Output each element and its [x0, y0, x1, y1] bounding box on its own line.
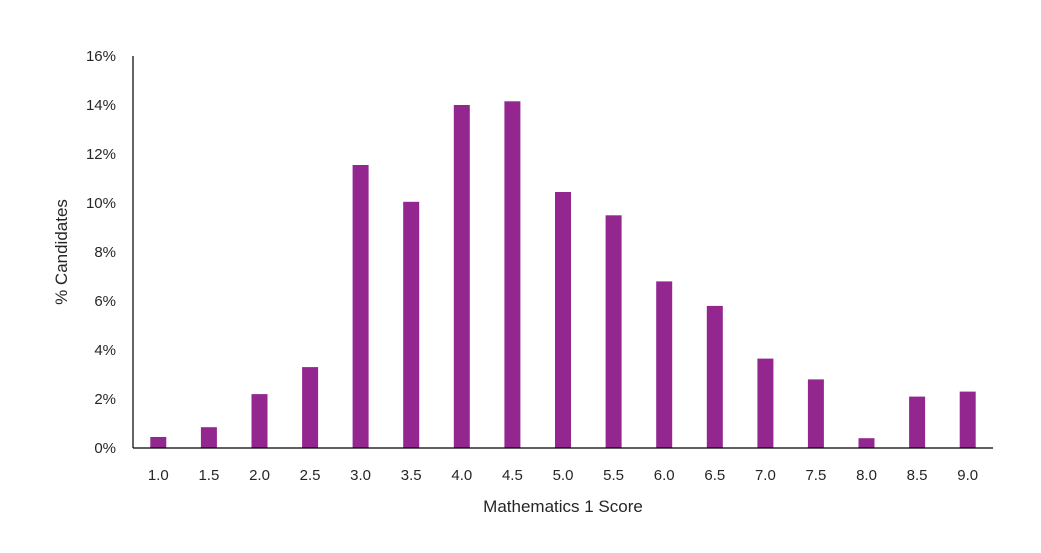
x-tick-label: 3.0: [350, 467, 371, 484]
bar-8.5: [909, 396, 926, 448]
bar-6.5: [706, 305, 723, 448]
bar-9.0: [959, 391, 976, 448]
x-tick-label: 1.5: [198, 467, 219, 484]
bars-group: [150, 101, 976, 449]
bar-1.5: [200, 427, 217, 448]
x-tick-label: 5.5: [603, 467, 624, 484]
x-tick-label: 6.5: [704, 467, 725, 484]
y-tick-label: 0%: [94, 440, 116, 457]
y-tick-label: 10%: [86, 195, 116, 212]
y-axis-title: % Candidates: [52, 199, 71, 305]
bar-2.0: [251, 394, 268, 448]
x-tick-label: 6.0: [654, 467, 675, 484]
bar-4.5: [504, 101, 521, 449]
x-tick-label: 4.0: [451, 467, 472, 484]
bar-3.0: [352, 165, 369, 448]
x-tick-label: 1.0: [148, 467, 169, 484]
y-tick-label: 8%: [94, 244, 116, 261]
y-tick-labels: 0% 2% 4% 6% 8% 10% 12% 14% 16%: [86, 48, 116, 457]
x-tick-label: 5.0: [553, 467, 574, 484]
x-axis-title: Mathematics 1 Score: [483, 497, 643, 516]
x-tick-label: 8.5: [907, 467, 928, 484]
x-tick-label: 2.5: [300, 467, 321, 484]
bar-2.5: [302, 367, 319, 448]
bar-8.0: [858, 438, 875, 448]
bar-7.0: [757, 358, 774, 448]
y-tick-label: 14%: [86, 97, 116, 114]
x-tick-label: 7.5: [805, 467, 826, 484]
y-tick-label: 2%: [94, 391, 116, 408]
y-tick-label: 16%: [86, 48, 116, 65]
bar-5.5: [605, 215, 622, 449]
x-tick-label: 3.5: [401, 467, 422, 484]
bar-6.0: [656, 281, 673, 448]
x-tick-label: 9.0: [957, 467, 978, 484]
bar-5.0: [555, 192, 571, 448]
x-tick-label: 2.0: [249, 467, 270, 484]
y-tick-label: 6%: [94, 293, 116, 310]
bar-3.5: [403, 201, 420, 448]
x-tick-label: 7.0: [755, 467, 776, 484]
bar-4.0: [453, 105, 470, 448]
x-tick-labels: 1.0 1.5 2.0 2.5 3.0 3.5 4.0 4.5 5.0 5.5 6.0 6.5 7.0 7…: [148, 467, 978, 484]
y-tick-label: 4%: [94, 342, 116, 359]
y-tick-label: 12%: [86, 146, 116, 163]
x-tick-label: 8.0: [856, 467, 877, 484]
x-tick-label: 4.5: [502, 467, 523, 484]
bar-7.5: [807, 379, 824, 448]
bar-1.0: [150, 437, 167, 448]
